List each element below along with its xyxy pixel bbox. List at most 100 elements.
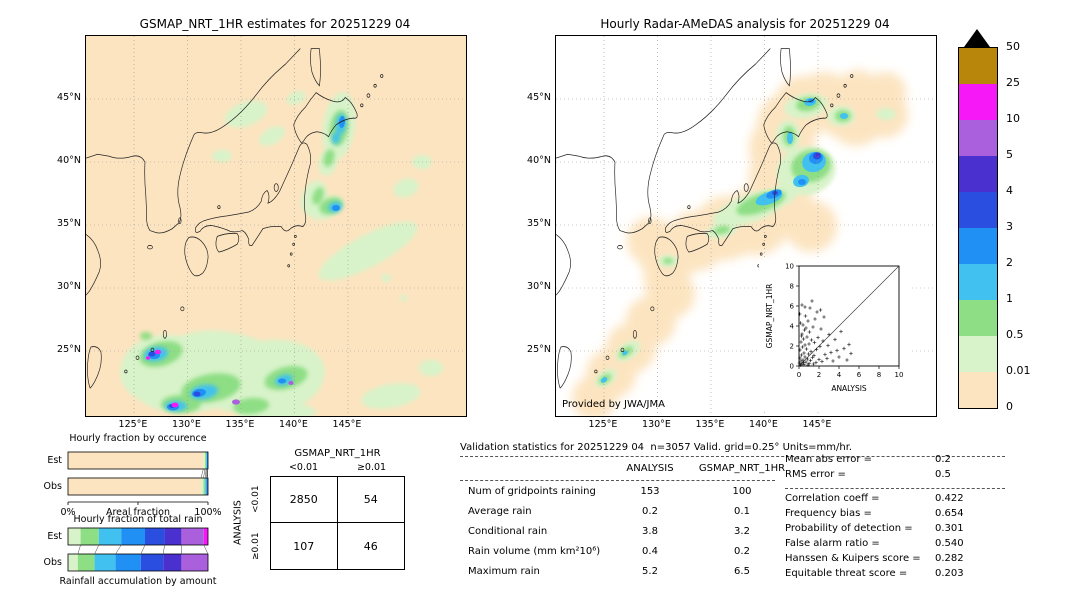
stat-label: Average rain [468,506,532,517]
gsmap-map-panel: GSMAP_NRT_1HR estimates for 20251229 04 [45,15,515,455]
svg-text:2: 2 [817,371,821,379]
total-rain-est-label: Est [47,531,62,542]
metric-label: Probability of detection = [785,523,913,534]
lon-tick-label: 130°E [642,419,671,430]
stat-label: Conditional rain [468,526,548,537]
total-rain-title: Hourly fraction of total rain [73,514,203,525]
inset-ylabel: GSMAP_NRT_1HR [765,284,774,349]
stats-divider-top [460,456,1005,457]
inset-xlabel: ANALYSIS [831,384,867,393]
svg-text:8: 8 [877,371,881,379]
metric-value: 0.301 [935,523,964,534]
stat-gsmap-value: 0.1 [734,506,750,517]
stat-gsmap-value: 6.5 [734,566,750,577]
metric-label: Correlation coeff = [785,493,880,504]
stat-gsmap-value: 3.2 [734,526,750,537]
stats-col-gsmap: GSMAP_NRT_1HR [698,463,786,474]
svg-text:2: 2 [790,343,794,351]
colorbar-segment [959,84,997,120]
svg-text:10: 10 [895,371,904,379]
colorbar-segment [959,300,997,336]
colorbar-tick-label: 3 [1006,220,1013,233]
bar-segment [164,528,182,545]
stat-analysis-value: 5.2 [642,566,658,577]
lat-tick-label: 45°N [57,92,81,103]
bar-segment [68,528,81,545]
occurrence-title: Hourly fraction by occurence [69,433,207,444]
svg-text:6: 6 [790,303,795,311]
bar-segment [181,528,204,545]
gsmap-map-canvas [86,36,466,416]
svg-text:6: 6 [857,371,862,379]
lon-tick-label: 125°E [118,419,148,430]
bar-segment [68,554,78,571]
lat-tick-label: 45°N [527,92,551,103]
stats-table-row: Average rain 0.2 0.1 [460,506,1020,526]
colorbar-tick-label: 0.5 [1006,328,1024,341]
bar-segment [203,478,206,495]
contingency-row-label-ge: ≥0.01 [251,532,261,561]
colorbar-tick-label: 0.01 [1006,364,1031,377]
bar-segment [98,528,122,545]
bar-segment [203,452,206,469]
gsmap-map-title: GSMAP_NRT_1HR estimates for 20251229 04 [139,17,411,31]
metric-row: RMS error = 0.5 [785,469,1020,484]
stats-col-analysis: ANALYSIS [626,463,674,474]
scatter-points [797,299,853,367]
svg-text:4: 4 [790,323,795,331]
colorbar-segment [959,48,997,84]
metric-value: 0.203 [935,568,964,579]
rain-field-magenta [146,349,179,408]
colorbar-segment [959,156,997,192]
colorbar-segments [958,47,998,409]
stat-gsmap-value: 0.2 [734,546,750,557]
lat-tick-label: 25°N [527,344,551,355]
occurrence-bars [67,451,209,505]
bar-segment [206,452,208,469]
contingency-col-title: GSMAP_NRT_1HR [294,448,381,459]
radar-map-canvas [556,36,936,416]
bar-segment [94,554,116,571]
bar-segment [68,452,204,469]
radar-echo-indigo [816,153,820,157]
metric-value: 0.5 [935,469,951,480]
lat-tick-label: 40°N [57,155,81,166]
scatter-inset: 0 0 2 2 4 4 6 6 8 8 10 10 ANALYSIS GSMAP_NRT_1HR [759,260,911,412]
colorbar-tick-label: 50 [1006,40,1020,53]
lat-tick-label: 35°N [527,218,551,229]
svg-text:10: 10 [785,263,794,271]
lon-tick-label: 135°E [225,419,255,430]
stats-table-row: Conditional rain 3.8 3.2 [460,526,1020,546]
contingency-row-title: ANALYSIS [232,500,244,546]
contingency-row-label-lt: <0.01 [251,485,261,514]
occurrence-x-max: 100% [194,507,222,518]
stats-table: Num of gridpoints raining 153 100 Average r… [460,486,1020,586]
metric-row: Mean abs error = 0.2 [785,454,1020,469]
lat-tick-label: 30°N [57,281,81,292]
metric-label: Equitable threat score = [785,568,908,579]
credit-label: Provided by JWA/JMA [562,399,665,410]
metric-label: Mean abs error = [785,454,873,465]
colorbar-tick-label: 25 [1006,76,1020,89]
colorbar-segment [959,192,997,228]
lon-tick-label: 140°E [749,419,778,430]
bar-segment [163,554,182,571]
stat-gsmap-value: 100 [732,486,752,497]
bar-segment [205,452,207,469]
colorbar-tick-label: 0 [1006,400,1013,413]
bar-segment [80,528,99,545]
metric-value: 0.422 [935,493,964,504]
metric-label: Hanssen & Kuipers score = [785,553,921,564]
total-rain-bars [67,527,209,572]
occurrence-est-label: Est [47,455,62,466]
svg-text:0: 0 [797,371,801,379]
metric-row: Hanssen & Kuipers score = 0.282 [785,553,1020,568]
stats-divider-table [460,480,775,481]
contingency-cell-01: 54 [337,477,404,523]
stat-analysis-value: 153 [640,486,660,497]
stat-label: Rain volume (mm km²10⁶) [468,546,601,557]
colorbar-tick-label: 5 [1006,148,1013,161]
lon-tick-label: 145°E [802,419,832,430]
metric-label: RMS error = [785,469,846,480]
lat-tick-label: 35°N [57,218,81,229]
